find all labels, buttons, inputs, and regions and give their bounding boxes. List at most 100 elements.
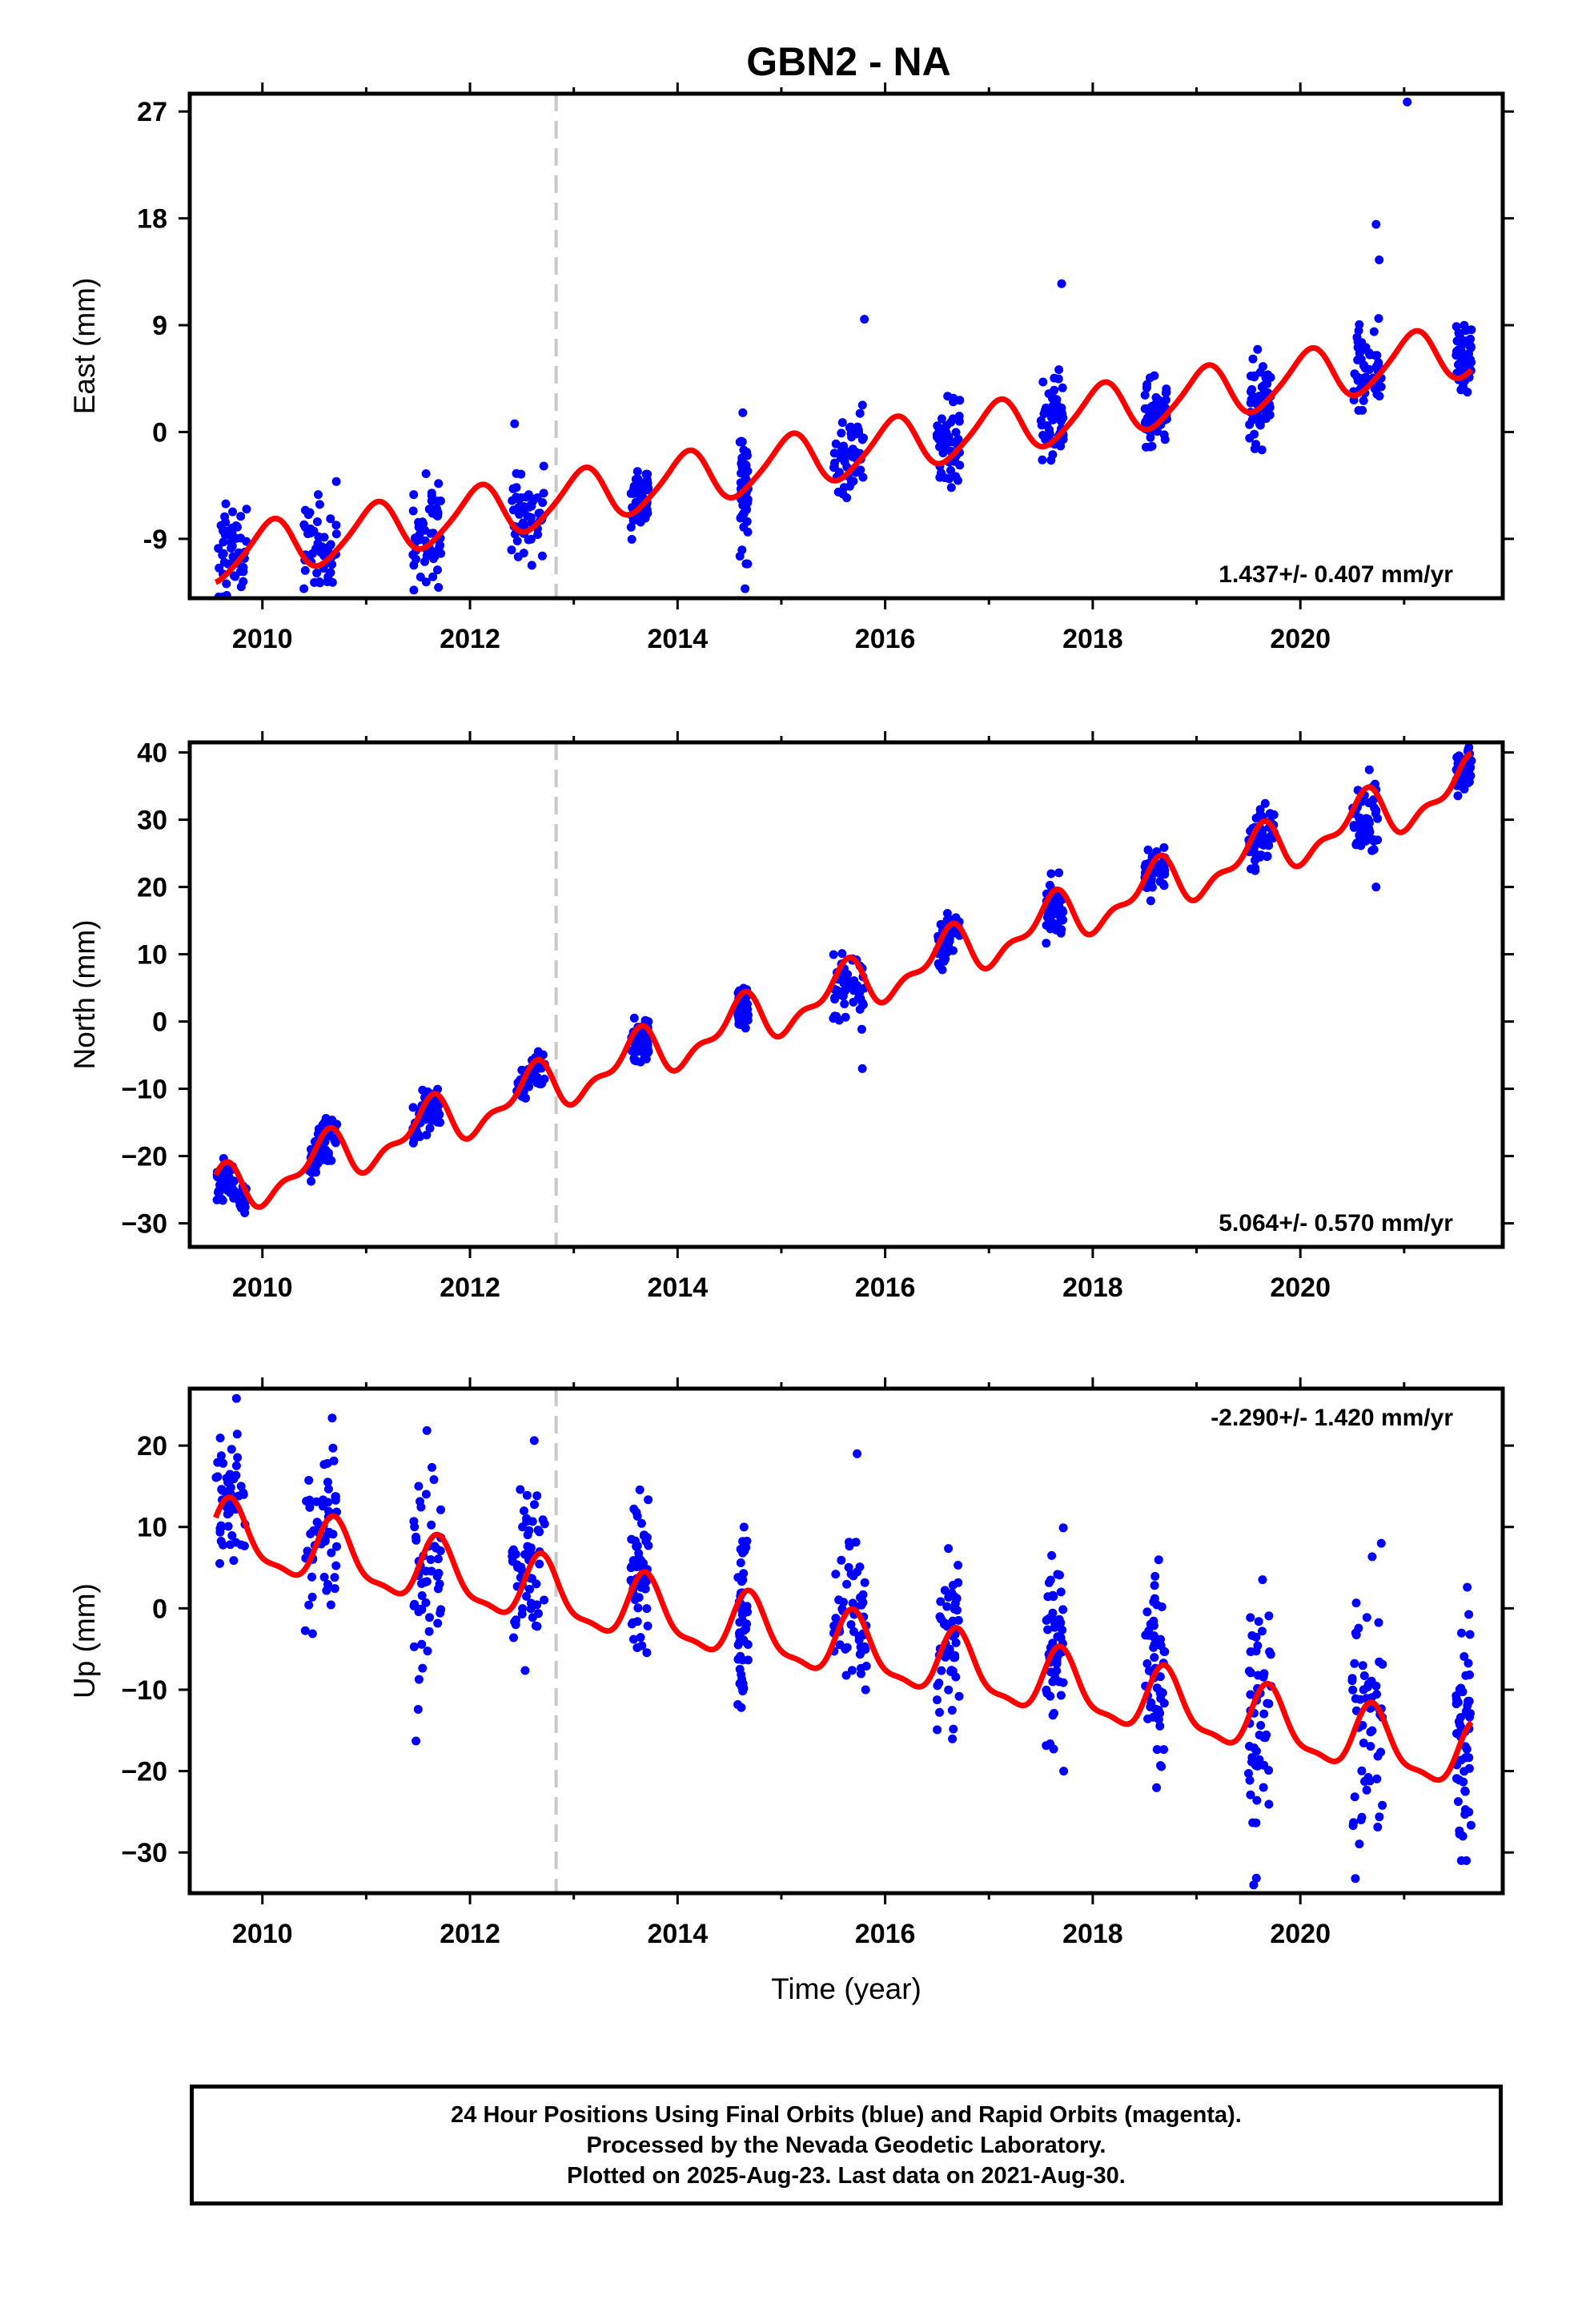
data-point (1253, 344, 1263, 354)
data-point (1056, 1691, 1066, 1700)
data-point (1348, 1685, 1358, 1695)
data-point (307, 1592, 317, 1602)
data-point (1357, 374, 1367, 384)
data-point (518, 1522, 528, 1532)
y-tick-label: 10 (137, 940, 167, 971)
data-point (1251, 814, 1261, 823)
x-tick-label: 2016 (855, 624, 916, 654)
data-point (331, 529, 341, 539)
data-point (1374, 1618, 1383, 1627)
data-point (951, 1638, 961, 1647)
data-point (422, 1425, 432, 1435)
data-point (415, 530, 424, 540)
data-point (1150, 1571, 1160, 1581)
data-point (844, 1562, 853, 1572)
data-point (315, 577, 324, 586)
data-point (1146, 1619, 1155, 1629)
data-point (1259, 382, 1268, 391)
data-point (737, 1703, 746, 1712)
data-point (1058, 413, 1068, 423)
data-point (1261, 373, 1271, 383)
data-point (1159, 842, 1169, 852)
data-point (1162, 396, 1170, 404)
data-point (1052, 1666, 1062, 1675)
data-point (1349, 821, 1359, 830)
data-point (856, 465, 865, 475)
data-point (632, 1562, 641, 1571)
data-point (1259, 832, 1269, 842)
data-point (236, 512, 246, 521)
y-tick-label: 0 (152, 417, 167, 448)
data-point (301, 523, 310, 533)
data-point (421, 1598, 431, 1607)
data-point (841, 1644, 850, 1654)
data-point (949, 1653, 958, 1663)
data-point (837, 1555, 846, 1565)
data-point (735, 437, 745, 447)
data-point (1042, 920, 1051, 930)
data-point (424, 505, 434, 514)
data-point (1464, 1659, 1473, 1668)
data-point (837, 987, 846, 996)
x-tick-label: 2018 (1062, 1273, 1123, 1303)
data-point (1143, 1714, 1153, 1723)
data-point (847, 1666, 857, 1675)
data-point (737, 512, 746, 521)
data-point (432, 510, 441, 520)
data-point (1372, 1690, 1381, 1699)
data-point (940, 1619, 949, 1629)
outlier-point (510, 419, 520, 428)
data-point (1358, 1721, 1367, 1730)
data-point (1146, 1703, 1155, 1711)
data-point (433, 497, 443, 506)
data-point (861, 1685, 870, 1695)
data-point (522, 1591, 531, 1601)
data-point (737, 1577, 746, 1586)
data-point (327, 1413, 337, 1423)
data-point (1255, 420, 1265, 430)
data-point (1247, 1630, 1257, 1640)
data-point (734, 1013, 744, 1023)
data-point (409, 1517, 419, 1526)
data-point (534, 1609, 543, 1618)
data-point (1045, 429, 1054, 439)
data-point (513, 1562, 522, 1572)
data-point (1150, 1653, 1159, 1663)
data-point (938, 950, 948, 959)
data-point (1466, 1820, 1476, 1830)
data-point (1366, 1742, 1375, 1751)
data-point (947, 1706, 957, 1715)
data-point (640, 1038, 649, 1047)
y-tick-label: 0 (152, 1007, 167, 1038)
data-point (521, 493, 531, 502)
data-point (629, 1634, 638, 1644)
data-point (428, 572, 438, 581)
y-tick-label: 9 (152, 311, 167, 341)
data-point (937, 468, 946, 477)
data-point (739, 522, 749, 532)
data-point (1246, 1690, 1255, 1699)
data-point (1456, 385, 1466, 395)
velocity-annotation: -2.290+/- 1.420 mm/yr (1211, 1405, 1453, 1431)
data-point (846, 429, 856, 438)
data-point (435, 1579, 444, 1589)
data-point (1374, 358, 1383, 368)
data-point (1050, 1619, 1060, 1629)
data-point (1154, 1555, 1163, 1565)
data-point (948, 1616, 958, 1626)
velocity-annotation: 1.437+/- 0.407 mm/yr (1219, 561, 1453, 588)
data-point (528, 1574, 536, 1583)
x-tick-label: 2010 (232, 1919, 293, 1949)
data-point (1054, 1677, 1064, 1687)
outlier-point (1249, 1880, 1259, 1890)
data-point (1154, 1706, 1163, 1715)
data-point (626, 522, 636, 532)
data-point (859, 1645, 869, 1655)
data-point (1452, 1691, 1461, 1700)
data-point (1047, 910, 1057, 919)
data-point (418, 517, 428, 527)
data-point (1157, 1602, 1166, 1611)
plot-frame (187, 740, 1505, 1249)
data-point (515, 509, 524, 519)
data-point (1252, 1747, 1261, 1756)
